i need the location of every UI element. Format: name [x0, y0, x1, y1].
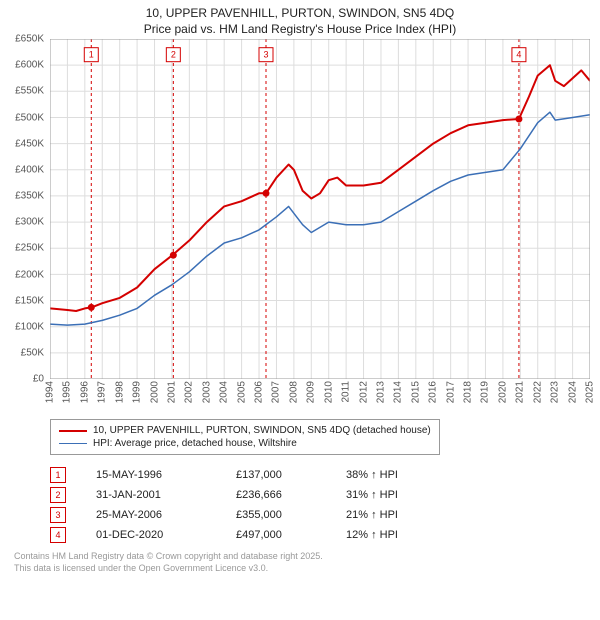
x-tick-label: 2021 [515, 381, 526, 403]
svg-text:4: 4 [516, 50, 521, 60]
y-tick-label: £50K [21, 348, 44, 359]
sales-row: 1 15-MAY-1996 £137,000 38% ↑ HPI [50, 465, 590, 485]
sales-date: 31-JAN-2001 [96, 489, 206, 501]
title-line-2: Price paid vs. HM Land Registry's House … [10, 22, 590, 38]
sales-pct: 31% ↑ HPI [346, 489, 446, 501]
sales-pct: 12% ↑ HPI [346, 529, 446, 541]
chart-container: 10, UPPER PAVENHILL, PURTON, SWINDON, SN… [0, 0, 600, 575]
x-tick-label: 2015 [410, 381, 421, 403]
x-tick-label: 2016 [428, 381, 439, 403]
x-tick-label: 1995 [62, 381, 73, 403]
legend-label: HPI: Average price, detached house, Wilt… [93, 438, 297, 449]
chart-svg: 1 2 3 4 [50, 39, 590, 379]
y-tick-label: £0 [33, 374, 44, 385]
sales-price: £137,000 [236, 469, 316, 481]
x-tick-label: 2001 [166, 381, 177, 403]
y-tick-label: £300K [15, 217, 44, 228]
x-tick-label: 2002 [184, 381, 195, 403]
sales-marker-box: 4 [50, 527, 66, 543]
y-tick-label: £550K [15, 86, 44, 97]
y-tick-label: £400K [15, 164, 44, 175]
y-tick-label: £150K [15, 295, 44, 306]
svg-text:3: 3 [263, 50, 268, 60]
legend: 10, UPPER PAVENHILL, PURTON, SWINDON, SN… [50, 419, 440, 455]
x-tick-label: 1998 [114, 381, 125, 403]
y-tick-label: £350K [15, 191, 44, 202]
x-tick-label: 2023 [550, 381, 561, 403]
x-tick-label: 2012 [358, 381, 369, 403]
sales-price: £497,000 [236, 529, 316, 541]
y-tick-label: £500K [15, 112, 44, 123]
y-tick-label: £250K [15, 243, 44, 254]
x-tick-label: 2004 [219, 381, 230, 403]
legend-swatch [59, 443, 87, 444]
x-tick-label: 2024 [567, 381, 578, 403]
x-axis-labels: 1994199519961997199819992000200120022003… [50, 379, 590, 415]
footer-line-2: This data is licensed under the Open Gov… [14, 563, 590, 575]
x-tick-label: 2010 [323, 381, 334, 403]
sales-row: 4 01-DEC-2020 £497,000 12% ↑ HPI [50, 525, 590, 545]
x-tick-label: 2022 [532, 381, 543, 403]
x-tick-label: 2007 [271, 381, 282, 403]
x-tick-label: 2000 [149, 381, 160, 403]
x-tick-label: 2011 [341, 381, 352, 403]
sales-price: £236,666 [236, 489, 316, 501]
footer: Contains HM Land Registry data © Crown c… [14, 551, 590, 574]
x-tick-label: 2020 [497, 381, 508, 403]
x-tick-label: 2014 [393, 381, 404, 403]
sales-marker-box: 3 [50, 507, 66, 523]
legend-row: HPI: Average price, detached house, Wilt… [59, 437, 431, 450]
sales-pct: 21% ↑ HPI [346, 509, 446, 521]
y-tick-label: £100K [15, 321, 44, 332]
x-tick-label: 2005 [236, 381, 247, 403]
sales-date: 15-MAY-1996 [96, 469, 206, 481]
legend-label: 10, UPPER PAVENHILL, PURTON, SWINDON, SN… [93, 425, 431, 436]
y-axis-labels: £0£50K£100K£150K£200K£250K£300K£350K£400… [2, 39, 46, 379]
y-tick-label: £600K [15, 60, 44, 71]
title-line-1: 10, UPPER PAVENHILL, PURTON, SWINDON, SN… [10, 6, 590, 22]
svg-text:1: 1 [89, 50, 94, 60]
x-tick-label: 2009 [306, 381, 317, 403]
svg-text:2: 2 [171, 50, 176, 60]
legend-swatch [59, 430, 87, 432]
x-tick-label: 2008 [288, 381, 299, 403]
y-tick-label: £200K [15, 269, 44, 280]
sales-marker-box: 2 [50, 487, 66, 503]
legend-row: 10, UPPER PAVENHILL, PURTON, SWINDON, SN… [59, 424, 431, 437]
sales-date: 25-MAY-2006 [96, 509, 206, 521]
sales-marker-box: 1 [50, 467, 66, 483]
y-tick-label: £650K [15, 34, 44, 45]
sales-row: 3 25-MAY-2006 £355,000 21% ↑ HPI [50, 505, 590, 525]
x-tick-label: 2019 [480, 381, 491, 403]
title-block: 10, UPPER PAVENHILL, PURTON, SWINDON, SN… [0, 0, 600, 39]
sales-date: 01-DEC-2020 [96, 529, 206, 541]
y-tick-label: £450K [15, 138, 44, 149]
sales-pct: 38% ↑ HPI [346, 469, 446, 481]
x-tick-label: 2025 [585, 381, 596, 403]
sales-table: 1 15-MAY-1996 £137,000 38% ↑ HPI 2 31-JAN-200… [50, 465, 590, 545]
x-tick-label: 2017 [445, 381, 456, 403]
footer-line-1: Contains HM Land Registry data © Crown c… [14, 551, 590, 563]
chart-area: £0£50K£100K£150K£200K£250K£300K£350K£400… [50, 39, 590, 379]
x-tick-label: 2013 [375, 381, 386, 403]
x-tick-label: 2003 [201, 381, 212, 403]
x-tick-label: 1996 [79, 381, 90, 403]
x-tick-label: 2006 [254, 381, 265, 403]
x-tick-label: 1994 [45, 381, 56, 403]
sales-row: 2 31-JAN-2001 £236,666 31% ↑ HPI [50, 485, 590, 505]
sales-price: £355,000 [236, 509, 316, 521]
x-tick-label: 1997 [97, 381, 108, 403]
x-tick-label: 2018 [463, 381, 474, 403]
x-tick-label: 1999 [132, 381, 143, 403]
